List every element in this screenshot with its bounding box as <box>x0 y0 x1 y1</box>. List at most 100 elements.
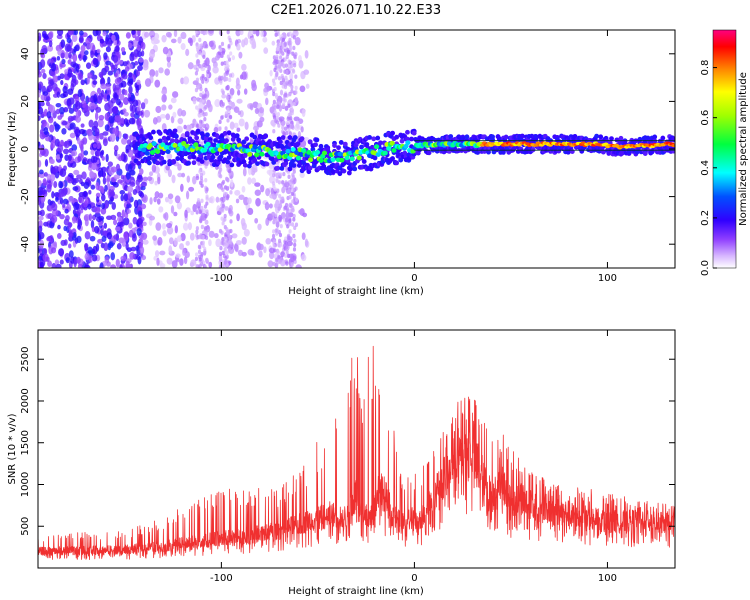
spectrogram-streak <box>203 116 207 122</box>
spectrogram-streak <box>284 240 288 245</box>
spectrogram-speckle <box>96 87 102 94</box>
spectrogram-speckle <box>154 191 160 199</box>
spectrogram-streak <box>204 30 208 35</box>
spectrogram-speckle <box>90 219 95 229</box>
colorbar-label: Normalized spectral amplitude <box>738 72 749 226</box>
spectrogram-streak <box>200 205 204 211</box>
spectrogram-speckle <box>213 126 219 134</box>
snr-marks <box>38 345 675 560</box>
spectrogram-speckle <box>112 181 119 188</box>
spectrogram-speckle <box>94 206 101 214</box>
spectrogram-ridge-cell <box>373 144 380 150</box>
spectrogram-halo <box>236 137 241 143</box>
spectrogram-speckle <box>173 211 178 217</box>
spectrogram-ridge-cell <box>330 157 336 163</box>
spectrogram-streak <box>221 208 225 213</box>
spectrogram-speckle <box>236 127 241 132</box>
snr-ytick-label: 1500 <box>20 430 31 455</box>
spectrogram-speckle <box>76 256 81 264</box>
spectrogram-speckle <box>214 99 221 108</box>
spectrogram-speckle <box>175 253 181 259</box>
spectrogram-speckle <box>48 79 54 87</box>
spectrogram-speckle <box>77 263 83 268</box>
spectrogram-halo <box>394 134 400 140</box>
spectrogram-speckle <box>62 198 69 205</box>
spectrogram-streak <box>227 247 232 252</box>
spectrogram-speckle <box>135 245 139 252</box>
spectrogram-streak <box>294 98 298 103</box>
spectrogram-halo <box>394 160 400 166</box>
spectrogram-halo <box>426 150 432 156</box>
spectrogram-speckle <box>62 91 69 98</box>
spectrogram-speckle <box>63 140 70 149</box>
spectrogram-streak <box>279 48 283 54</box>
snr-ytick-label: 1000 <box>20 472 31 497</box>
spectrogram-halo <box>291 163 297 168</box>
spectrogram-speckle <box>137 110 144 116</box>
spectrogram-streak <box>273 67 277 73</box>
spectrogram-streak <box>220 41 225 47</box>
spectrogram-streak <box>223 260 228 265</box>
spectrogram-speckle <box>105 46 111 53</box>
spectrogram-speckle <box>123 111 129 117</box>
spectrogram-speckle <box>187 222 193 231</box>
spectrogram-speckle <box>42 72 47 80</box>
spectrogram-speckle <box>67 30 75 35</box>
spectrogram-speckle <box>40 53 46 59</box>
spectrogram-speckle <box>51 262 57 268</box>
spectrogram-speckle <box>60 80 64 86</box>
spectrogram-streak <box>194 30 199 35</box>
spectrogram-streak <box>229 240 233 245</box>
spectrogram-streak <box>218 169 222 175</box>
spectrogram-streak <box>205 194 209 199</box>
spectrogram-speckle <box>65 257 70 264</box>
spectrogram-streak <box>284 182 288 188</box>
spectrogram-speckle <box>114 77 122 85</box>
spectrogram-halo <box>172 128 178 134</box>
spectrogram-streak <box>199 86 203 92</box>
spectrogram-streak <box>222 263 226 268</box>
spectrogram-streak <box>290 89 294 94</box>
spectrogram-speckle <box>42 148 49 157</box>
spectrogram-speckle <box>89 102 96 110</box>
snr-ytick-label: 2500 <box>20 347 31 372</box>
spectrogram-halo <box>267 139 273 144</box>
spectrogram-streak <box>283 41 287 46</box>
spectrogram-speckle <box>235 77 240 86</box>
spectrogram-halo <box>146 155 152 161</box>
spectrogram-speckle <box>132 74 136 83</box>
spectrogram-speckle <box>119 118 126 124</box>
spectrogram-speckle <box>54 138 60 147</box>
spectrogram-speckle <box>125 32 131 39</box>
spectrogram-streak <box>294 30 298 34</box>
spectrogram-streak <box>229 228 233 234</box>
spectrogram-streak <box>281 37 286 43</box>
spectrogram-streak <box>275 47 280 52</box>
spectrogram-speckle <box>212 66 219 74</box>
spectrogram-streak <box>220 53 224 58</box>
spectrogram-speckle <box>62 148 70 155</box>
spectrogram-speckle <box>304 50 309 59</box>
spectrogram-speckle <box>184 209 188 219</box>
spectrogram-ridge-cell <box>252 144 258 150</box>
spectrogram-speckle <box>176 125 183 134</box>
spectrogram-speckle <box>257 223 262 231</box>
spectrogram-speckle <box>69 48 74 54</box>
spectrogram-speckle <box>97 238 104 244</box>
spectrogram-streak <box>291 199 295 204</box>
spectrogram-streak <box>200 178 204 184</box>
spectrogram-speckle <box>182 76 190 85</box>
spectrogram-speckle <box>38 101 41 110</box>
spectrogram-speckle <box>136 30 141 35</box>
spectrogram-halo <box>191 160 197 166</box>
spectrogram-speckle <box>72 186 79 192</box>
spectrogram-speckle <box>120 47 126 53</box>
spectrogram-speckle <box>268 247 275 254</box>
spectrogram-halo <box>307 165 313 171</box>
spectrogram-speckle <box>112 83 117 92</box>
spectrogram-speckle <box>192 203 197 213</box>
spectrogram-ridge-cell <box>318 158 324 163</box>
spectrogram-speckle <box>59 153 64 159</box>
spectrogram-streak <box>201 240 205 245</box>
spectrogram-streak <box>195 77 200 83</box>
